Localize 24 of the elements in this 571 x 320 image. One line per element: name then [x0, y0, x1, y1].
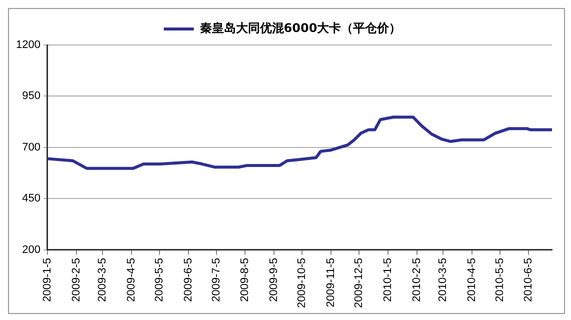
x-tick-label: 2009-1-5: [42, 258, 54, 302]
y-tick-label: 450: [22, 192, 40, 205]
x-tick-label: 2010-4-5: [466, 258, 478, 302]
x-tick-label: 2009-10-5: [296, 258, 308, 308]
x-tick-label: 2009-11-5: [325, 258, 338, 308]
x-tick-label: 2009-8-5: [239, 258, 252, 302]
y-tick-label: 200: [22, 244, 40, 256]
x-tick-label: 2010-5-5: [494, 258, 506, 302]
x-tick-label: 2009-9-5: [268, 258, 280, 302]
y-tick-label: 1200: [16, 39, 40, 52]
x-tick-label: 2009-12-5: [352, 258, 365, 308]
x-tick-label: 2010-1-5: [382, 258, 394, 302]
x-tick-label: 2010-6-5: [522, 258, 535, 302]
y-tick-label: 950: [22, 90, 40, 102]
x-tick-label: 2009-4-5: [125, 258, 138, 302]
x-tick-label: 2010-2-5: [410, 258, 423, 302]
y-tick-label: 700: [22, 141, 40, 154]
x-tick-label: 2009-5-5: [153, 258, 166, 302]
x-tick-label: 2009-2-5: [70, 258, 82, 302]
x-tick-label: 2009-7-5: [210, 258, 222, 302]
x-tick-label: 2009-6-5: [182, 258, 194, 302]
x-tick-label: 2009-3-5: [96, 258, 109, 302]
legend-label: 秦皇岛大同优混6000大卡（平仓价）: [200, 21, 402, 36]
x-tick-label: 2010-3-5: [436, 258, 449, 302]
